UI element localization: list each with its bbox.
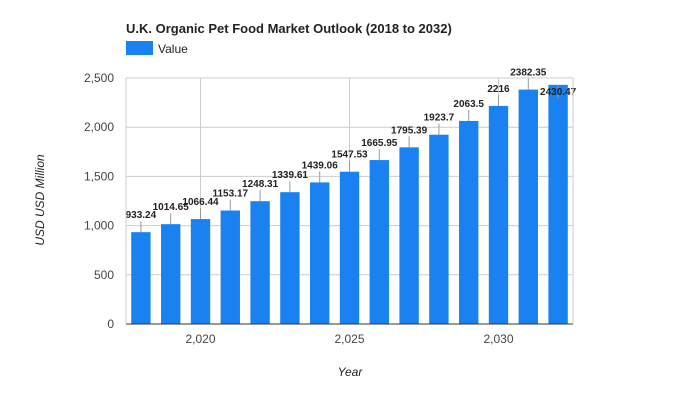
data-label: 1795.39	[391, 125, 428, 136]
y-tick-label: 2,000	[84, 120, 114, 134]
bar	[310, 182, 330, 324]
data-label: 2216	[487, 84, 510, 95]
x-tick-label: 2,030	[483, 332, 513, 346]
x-tick-labels: 2,020 2,025 2,030	[185, 332, 513, 346]
data-label: 1153.17	[212, 189, 248, 200]
data-label: 1339.61	[272, 170, 309, 181]
data-label: 2382.35	[510, 68, 547, 79]
bar	[131, 232, 151, 324]
y-tick-labels: 0 500 1,000 1,500 2,000 2,500	[84, 71, 114, 331]
bar	[220, 210, 240, 324]
legend: Value	[126, 41, 188, 56]
data-label: 1248.31	[242, 179, 279, 190]
x-tick-label: 2,025	[334, 332, 364, 346]
bar	[548, 84, 568, 324]
bar	[161, 224, 181, 324]
data-label: 1547.53	[331, 150, 368, 161]
data-label: 933.24	[126, 210, 157, 221]
data-label: 2063.5	[453, 99, 484, 110]
data-label: 1014.65	[153, 202, 190, 213]
data-label: 1066.44	[182, 197, 219, 208]
bars	[131, 84, 568, 325]
bar	[399, 147, 419, 324]
data-label: 1923.7	[424, 113, 455, 124]
chart-title: U.K. Organic Pet Food Market Outlook (20…	[126, 21, 452, 36]
bar	[429, 134, 449, 324]
y-axis-title: USD USD Million	[33, 154, 47, 246]
y-tick-label: 500	[94, 268, 114, 282]
data-label: 1665.95	[361, 138, 398, 149]
legend-swatch	[126, 41, 153, 55]
legend-label: Value	[158, 42, 188, 56]
y-tick-label: 1,000	[84, 219, 114, 233]
bar	[488, 105, 509, 324]
data-label: 2430.47	[540, 87, 577, 98]
bar	[369, 160, 389, 324]
data-labels: 933.241014.651066.441153.171248.311339.6…	[126, 68, 577, 233]
bar	[459, 120, 479, 324]
x-axis-title: Year	[338, 365, 364, 379]
x-tick-label: 2,020	[185, 332, 215, 346]
data-label: 1439.06	[302, 160, 339, 171]
axes	[125, 78, 574, 325]
bar	[339, 171, 360, 324]
bar	[190, 219, 211, 324]
y-tick-label: 0	[107, 317, 114, 331]
bar	[250, 201, 270, 324]
y-tick-label: 1,500	[84, 169, 114, 183]
bar	[280, 192, 300, 324]
bar	[518, 89, 538, 325]
y-tick-label: 2,500	[84, 71, 114, 85]
